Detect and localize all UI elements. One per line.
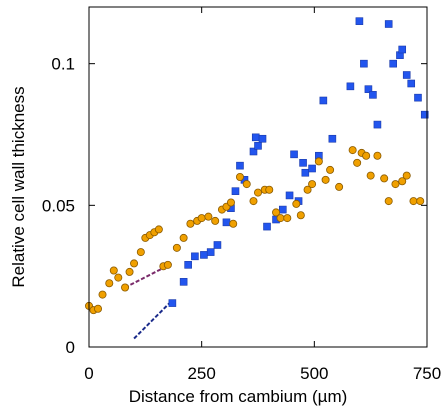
data-point-square [251, 133, 260, 142]
data-point-circle [296, 211, 305, 220]
y-axis-title: Relative cell wall thickness [9, 86, 28, 287]
data-point-square [236, 161, 244, 170]
data-point-square [407, 79, 416, 88]
data-point-square [285, 191, 294, 200]
data-point-square [206, 248, 215, 256]
data-point-circle [265, 185, 274, 194]
data-point-circle [348, 146, 357, 155]
data-point-square [301, 168, 310, 177]
series-circle [85, 146, 425, 315]
data-point-square [290, 150, 298, 159]
data-point-circle [114, 273, 123, 282]
x-tick-label: 0 [84, 364, 93, 383]
data-point-circle [416, 197, 425, 206]
data-point-square [389, 59, 398, 68]
data-point-square [369, 91, 377, 99]
x-tick-label: 500 [300, 364, 328, 383]
data-point-circle [409, 197, 418, 206]
data-point-circle [314, 157, 323, 166]
data-point-circle [136, 248, 145, 257]
data-point-square [278, 205, 287, 214]
data-point-circle [253, 188, 262, 197]
data-point-square [355, 17, 364, 25]
data-point-square [249, 147, 258, 156]
x-tick-label: 250 [187, 364, 215, 383]
data-point-square [184, 261, 192, 269]
data-point-square [360, 59, 368, 68]
data-point-circle [105, 279, 114, 288]
data-point-circle [292, 199, 301, 208]
data-point-square [213, 241, 222, 249]
data-point-circle [179, 233, 188, 242]
data-point-square [364, 85, 373, 93]
data-point-square [414, 93, 422, 102]
data-point-circle [303, 185, 312, 194]
trend-line [133, 299, 174, 340]
data-point-circle [384, 197, 393, 206]
axis-ticks: 0 250 500 750 0 0.05 0.1 [42, 7, 441, 383]
data-point-circle [163, 260, 172, 269]
data-point-circle [197, 214, 206, 223]
data-point-circle [235, 172, 244, 181]
data-point-circle [121, 283, 130, 292]
y-tick-label: 0.1 [51, 55, 75, 74]
data-point-circle [353, 158, 362, 167]
data-point-circle [229, 219, 238, 228]
data-point-square [263, 222, 271, 231]
data-point-circle [373, 151, 382, 160]
data-point-square [231, 187, 240, 195]
data-point-circle [283, 214, 292, 223]
data-point-square [328, 134, 337, 143]
data-point-square [402, 71, 411, 79]
data-point-circle [391, 180, 400, 189]
data-point-circle [380, 174, 389, 183]
x-axis-title: Distance from cambium (µm) [129, 387, 348, 406]
data-point-circle [326, 165, 335, 174]
data-point-circle [204, 212, 213, 221]
data-point-square [258, 134, 267, 143]
data-point-circle [186, 219, 195, 228]
data-point-circle [242, 180, 251, 189]
data-point-circle [226, 198, 235, 207]
data-point-circle [402, 171, 411, 180]
series-square [168, 17, 429, 307]
data-point-square [254, 142, 262, 150]
x-tick-label: 750 [413, 364, 441, 383]
y-tick-label: 0.05 [42, 196, 75, 215]
data-point-circle [335, 182, 344, 191]
data-point-circle [362, 151, 371, 160]
data-point-circle [272, 208, 281, 217]
data-point-square [222, 218, 231, 227]
data-point-circle [366, 171, 375, 180]
data-point-circle [211, 216, 220, 225]
data-point-circle [154, 225, 163, 234]
data-point-circle [249, 197, 258, 206]
data-point-square [168, 299, 177, 307]
data-point-square [308, 164, 316, 173]
data-point-circle [130, 259, 139, 268]
data-point-circle [321, 175, 330, 184]
data-point-square [398, 45, 407, 54]
data-point-square [179, 278, 188, 286]
data-point-square [384, 20, 393, 28]
plot-area-frame [88, 6, 428, 348]
data-point-circle [109, 266, 118, 275]
data-point-square [191, 252, 199, 261]
data-point-circle [308, 180, 317, 189]
data-point-square [373, 120, 382, 129]
data-point-circle [172, 243, 181, 252]
data-point-circle [98, 290, 107, 299]
data-point-square [200, 251, 208, 259]
data-point-circle [276, 214, 285, 223]
data-point-square [319, 96, 328, 105]
data-point-circle [398, 177, 407, 186]
data-point-circle [125, 267, 134, 276]
data-point-circle [94, 304, 103, 313]
data-point-square [346, 82, 355, 91]
data-point-square [299, 159, 307, 167]
chart-marks [85, 17, 429, 340]
data-point-square [420, 110, 429, 119]
y-tick-label: 0 [66, 338, 75, 357]
